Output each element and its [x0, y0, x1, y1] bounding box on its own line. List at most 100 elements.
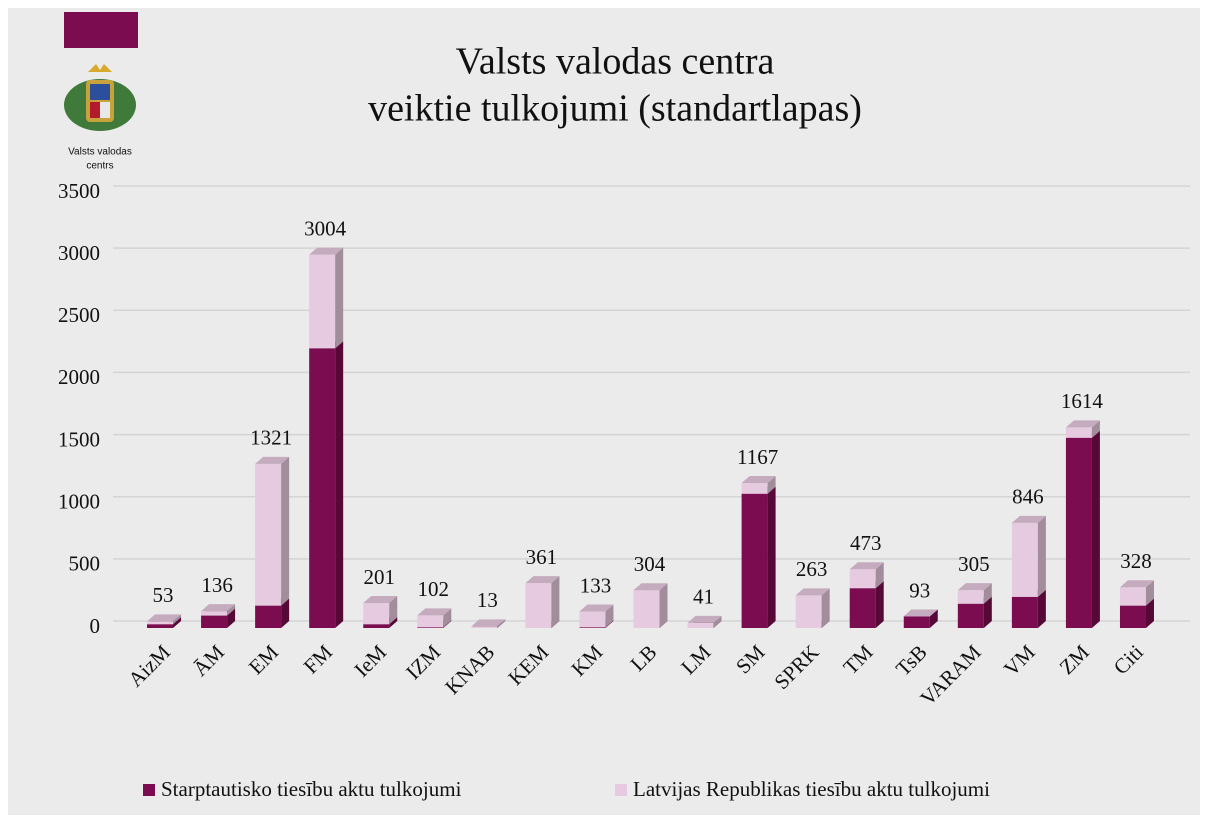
bar-segment — [795, 588, 830, 628]
bar-face — [767, 475, 776, 494]
bar-face — [147, 614, 182, 622]
data-label: 13 — [477, 588, 498, 612]
bar-face — [741, 493, 768, 628]
y-tick-label: 1000 — [58, 490, 100, 514]
bar-segment — [741, 486, 776, 628]
bar-face — [983, 583, 992, 604]
bar-segment — [309, 247, 344, 349]
bar-face — [687, 615, 722, 623]
bar-face — [471, 626, 498, 628]
bar-face — [389, 596, 398, 625]
data-label: 136 — [201, 573, 233, 597]
bar-face — [443, 620, 452, 628]
bar-face — [201, 604, 236, 612]
data-label: 3004 — [304, 216, 347, 240]
bar-face — [579, 604, 614, 612]
crest — [64, 64, 136, 131]
data-label: 102 — [418, 577, 450, 601]
bar-face — [957, 590, 984, 604]
bar-face — [309, 348, 336, 628]
bar-segment — [633, 583, 668, 628]
chart-title: veiktie tulkojumi (standartlapas) — [368, 88, 862, 130]
legend-swatch — [615, 784, 627, 796]
bar-face — [363, 603, 390, 625]
y-tick-label: 2500 — [58, 303, 100, 327]
y-tick-label: 3500 — [58, 179, 100, 203]
bar-face — [1091, 430, 1100, 628]
data-label: 328 — [1120, 549, 1152, 573]
data-label: 133 — [580, 573, 612, 597]
bar-face — [255, 463, 282, 606]
bar-face — [363, 596, 398, 604]
bar-face — [875, 581, 884, 628]
bar-face — [849, 588, 876, 628]
data-label: 93 — [909, 578, 930, 602]
bar-segment — [903, 609, 938, 617]
bar-face — [821, 588, 830, 628]
data-label: 201 — [363, 565, 395, 589]
bar-segment — [525, 576, 560, 628]
bar-face — [201, 611, 228, 616]
y-tick-label: 3000 — [58, 241, 100, 265]
bar-face — [255, 456, 290, 464]
bar-segment — [417, 608, 452, 628]
bar-face — [389, 617, 398, 628]
bar-face — [281, 598, 290, 628]
bar-face — [1037, 515, 1046, 597]
y-tick-label: 0 — [90, 614, 101, 638]
bar-face — [497, 619, 506, 628]
logo-text: Valsts valodas — [68, 147, 132, 158]
bar-face — [579, 627, 606, 628]
bar-face — [1145, 598, 1154, 628]
data-label: 473 — [850, 531, 882, 555]
bar-face — [849, 569, 876, 589]
bar-face — [929, 609, 938, 628]
bar-face — [849, 562, 884, 570]
bar-face — [687, 622, 714, 628]
bar-face — [1119, 587, 1146, 606]
bar-face — [605, 620, 614, 628]
bar-face — [1065, 427, 1092, 438]
bar-face — [147, 624, 174, 628]
data-label: 304 — [634, 552, 666, 576]
bar-face — [309, 254, 336, 349]
bar-face — [1011, 596, 1038, 628]
bar-segment — [849, 562, 884, 589]
bar-face — [903, 609, 938, 617]
bar-segment — [849, 581, 884, 628]
bar-face — [173, 617, 182, 628]
bar-face — [335, 247, 344, 349]
bar-face — [227, 608, 236, 628]
bar-face — [471, 619, 506, 627]
data-label: 305 — [958, 552, 990, 576]
bar-face — [741, 475, 776, 483]
logo-bar — [64, 12, 138, 48]
data-label: 1321 — [250, 426, 292, 450]
y-tick-label: 1500 — [58, 427, 100, 451]
bar-segment — [147, 614, 182, 625]
bar-segment — [1119, 580, 1154, 606]
legend-label: Latvijas Republikas tiesību aktu tulkoju… — [633, 777, 990, 801]
bar-segment — [363, 596, 398, 625]
data-label: 1614 — [1061, 389, 1104, 413]
bar-segment — [579, 604, 614, 628]
bar-face — [767, 486, 776, 628]
bar-face — [551, 576, 560, 628]
bar-segment — [1065, 420, 1100, 438]
bar-segment — [741, 475, 776, 494]
data-label: 41 — [693, 585, 714, 609]
bar-face — [417, 615, 444, 628]
bar-face — [1065, 420, 1100, 428]
bar-face — [903, 616, 930, 628]
bar-face — [795, 588, 830, 596]
bar-face — [579, 611, 606, 628]
bar-segment — [255, 456, 290, 606]
bar-face — [255, 605, 282, 628]
bar-segment — [1011, 515, 1046, 597]
bar-face — [525, 576, 560, 584]
bar-face — [309, 247, 344, 255]
legend-swatch — [143, 784, 155, 796]
bar-face — [713, 615, 722, 628]
